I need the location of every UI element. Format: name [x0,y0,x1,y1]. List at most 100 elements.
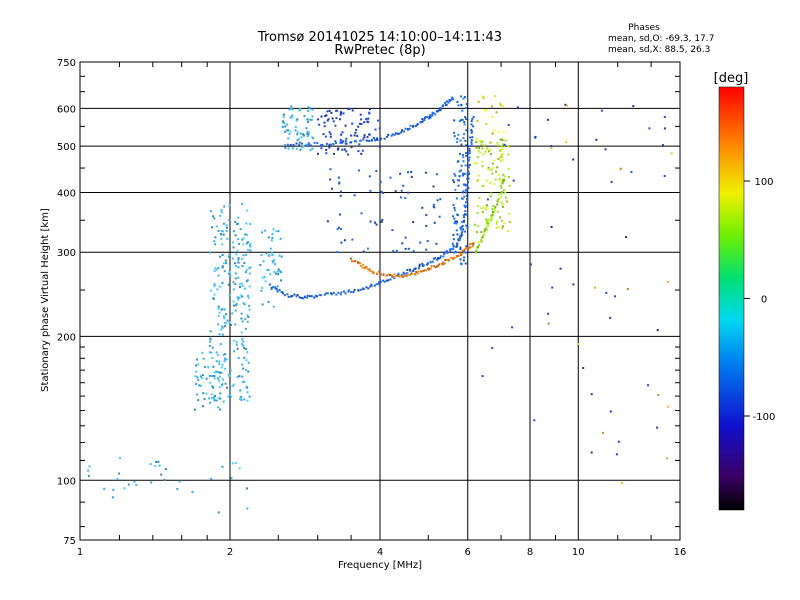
data-point [494,178,497,181]
data-point [500,180,503,183]
data-point [335,117,338,120]
data-point [119,456,121,459]
data-point [464,139,467,142]
data-point [353,134,356,137]
data-point [329,178,332,181]
data-point [509,220,511,223]
data-point [508,184,511,187]
data-point [233,262,236,265]
data-point [221,325,224,328]
data-point [475,138,478,141]
data-point [366,268,369,271]
data-point [434,266,437,269]
data-point [244,348,247,351]
data-point [224,353,226,355]
data-point [415,271,418,273]
data-point [149,463,152,465]
data-point [222,400,225,403]
data-point [217,511,220,514]
data-point [367,117,370,120]
data-point [215,268,218,271]
data-point [430,267,432,270]
data-point [201,405,204,408]
data-point [234,283,237,285]
data-point [465,118,468,121]
data-point [291,147,294,150]
data-point [205,392,208,395]
data-point [501,139,504,142]
data-point [458,120,461,123]
data-point [308,118,311,121]
data-point [564,103,567,106]
data-point [300,142,303,145]
data-point [368,111,371,114]
data-point [428,114,431,117]
data-point [407,247,410,250]
data-point [432,257,435,260]
data-point [208,344,211,347]
data-point [274,263,277,266]
data-point [329,168,332,171]
x-axis-ticks: 1 2 4 6 8 10 16 [77,62,686,558]
data-point [275,288,278,291]
data-point [305,127,308,130]
data-point [339,293,342,296]
data-point [465,188,468,191]
data-point [424,171,427,174]
data-point [382,279,385,282]
data-point [240,396,243,398]
data-point [377,283,380,286]
data-point [243,380,246,383]
data-point [228,294,231,297]
data-point [243,398,246,401]
data-point [433,221,436,224]
data-point [666,457,669,460]
data-point [487,167,490,170]
data-point [443,252,446,255]
data-point [487,221,490,224]
data-point [328,146,331,149]
data-point [157,460,160,463]
colorbar-label: [deg] [714,71,749,86]
data-point [389,274,392,276]
data-point [197,378,200,381]
data-point [499,148,502,151]
data-point [413,268,415,271]
data-point [214,236,217,239]
data-point [220,366,223,369]
data-point [457,254,460,257]
data-point [228,272,230,275]
data-point [334,140,337,143]
data-point [247,249,249,251]
data-point [242,344,245,347]
data-point [244,271,247,274]
data-point [276,290,279,293]
data-point [240,398,243,401]
data-point [452,233,455,236]
data-point [431,260,434,263]
data-point [502,180,505,183]
data-point [454,188,457,191]
data-point [240,317,243,320]
data-point [239,228,242,231]
data-point [341,148,344,151]
data-point [340,228,343,230]
data-point [429,260,432,263]
data-point [200,375,202,378]
data-point [601,431,604,434]
data-point [223,270,226,273]
data-point [234,221,237,223]
data-point [630,170,633,173]
stats-o-line: mean, sd,O: -69.3, 17.7 [608,34,714,44]
data-point [351,109,354,112]
data-point [220,308,223,311]
data-point [287,129,290,132]
data-point [195,382,198,385]
data-point [236,347,239,350]
data-point [220,211,223,214]
data-point [464,213,466,216]
data-point [648,127,651,130]
data-point [246,386,249,389]
data-point [269,247,272,250]
data-point [404,247,407,250]
